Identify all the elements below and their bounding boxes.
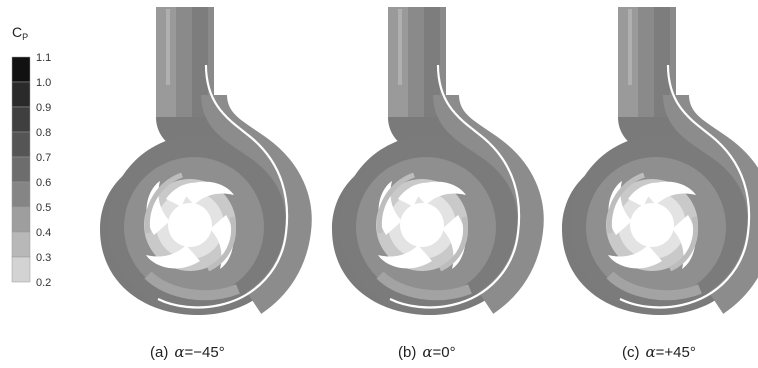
caption-b: (b) α=0° (398, 343, 456, 361)
colorbar-swatch (11, 181, 31, 208)
colorbar-swatches (11, 56, 31, 283)
pump-panel-c (562, 7, 758, 315)
caption-c: (c) α=+45° (622, 343, 696, 361)
colorbar-swatch (11, 206, 31, 233)
caption-a: (a) α=−45° (150, 343, 225, 361)
colorbar-tick-label: 0.6 (36, 177, 51, 189)
colorbar-tick-label: 0.2 (36, 277, 51, 289)
colorbar-ticks: 1.1 1.0 0.9 0.8 0.7 0.6 0.5 0.4 0.3 0.2 (36, 52, 51, 289)
colorbar-tick-label: 0.8 (36, 127, 51, 139)
colorbar-swatch (11, 106, 31, 133)
colorbar-swatch (11, 156, 31, 183)
colorbar-swatch (11, 56, 31, 83)
colorbar-swatch (11, 231, 31, 258)
colorbar-swatch (11, 81, 31, 108)
colorbar-swatch (11, 131, 31, 158)
colorbar-tick-label: 0.3 (36, 252, 51, 264)
colorbar-tick-label: 0.9 (36, 102, 51, 114)
colorbar-legend: CP 1.1 1.0 0.9 0.8 0.7 0.6 0.5 0.4 0.3 0.2 (11, 24, 51, 289)
pump-panel-b (332, 7, 531, 315)
pump-panel-a (100, 7, 299, 315)
colorbar-tick-label: 0.7 (36, 152, 51, 164)
colorbar-tick-label: 0.5 (36, 202, 51, 214)
colorbar-tick-label: 1.0 (36, 77, 51, 89)
colorbar-tick-label: 1.1 (36, 52, 51, 64)
colorbar-swatch (11, 256, 31, 283)
colorbar-tick-label: 0.4 (36, 227, 51, 239)
colorbar-title: CP (12, 24, 28, 42)
